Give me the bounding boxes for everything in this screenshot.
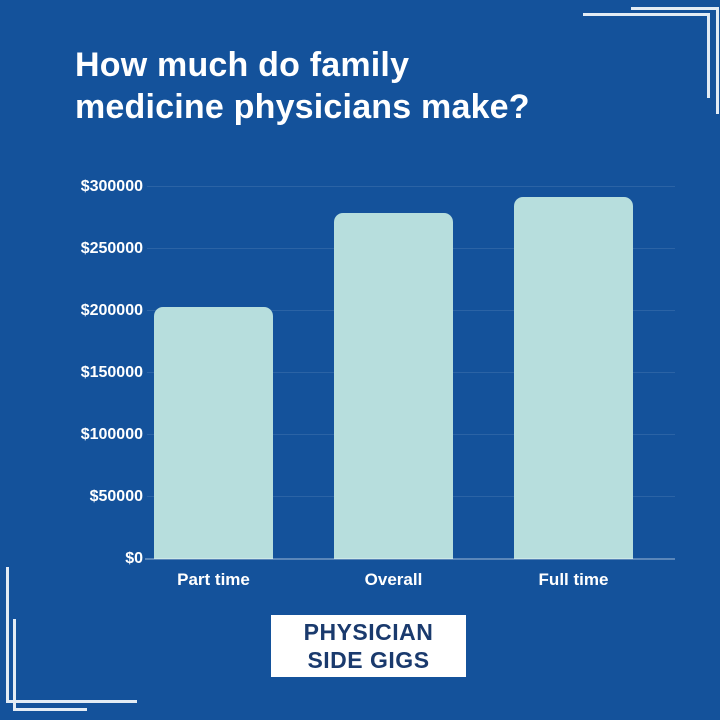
y-tick-label: $200000 — [80, 302, 143, 320]
badge-line2: SIDE GIGS — [307, 647, 430, 673]
page-title-line2: medicine physicians make? — [75, 88, 530, 127]
bar-full-time — [514, 196, 633, 559]
y-tick-label: $50000 — [89, 488, 143, 506]
y-tick-label: $250000 — [80, 240, 143, 257]
gridline — [147, 186, 675, 187]
bar-part-time — [154, 307, 273, 559]
bar-overall — [334, 213, 453, 559]
corner-frame-top-right-outer — [631, 7, 719, 114]
x-axis-line — [145, 558, 675, 560]
bar-group: Full time — [514, 187, 633, 589]
brand-badge: PHYSICIAN SIDE GIGS — [271, 615, 466, 677]
page-title-line1: How much do family — [75, 46, 410, 84]
corner-frame-top-right-inner — [583, 13, 710, 98]
page-title: How much do family medicine physicians ma… — [75, 44, 675, 128]
corner-frame-bottom-left-outer — [6, 567, 137, 703]
x-category-label: Full time — [538, 570, 609, 589]
y-tick-label: $150000 — [80, 364, 143, 381]
y-tick-label: $100000 — [80, 426, 143, 444]
y-tick-label: $0 — [125, 550, 143, 567]
x-category-label: Part time — [177, 570, 250, 589]
bars-container: Part time Overall Full time — [154, 187, 633, 589]
y-axis: $0 $50000 $100000 $150000 $200000 $250000 $300… — [40, 178, 143, 567]
bar-group: Overall — [334, 187, 453, 589]
plot-area: Part time Overall Full time — [145, 186, 675, 589]
badge-line1: PHYSICIAN — [303, 619, 434, 645]
y-tick-label: $300000 — [80, 178, 143, 195]
corner-frame-bottom-left-inner — [13, 619, 87, 711]
x-category-label: Overall — [364, 570, 423, 589]
bar-group: Part time — [154, 187, 273, 589]
